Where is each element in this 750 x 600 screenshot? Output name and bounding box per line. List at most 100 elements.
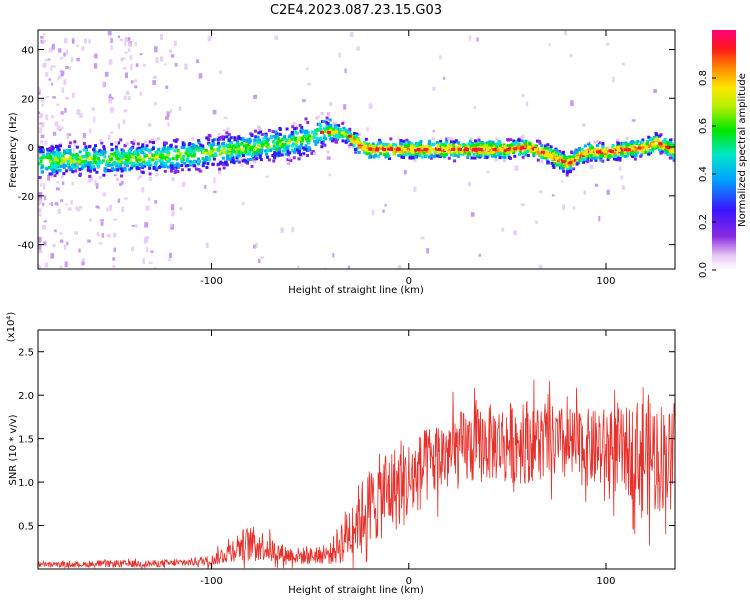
spec-cell — [129, 159, 133, 163]
spec-cell — [213, 137, 217, 141]
spec-cell — [254, 152, 258, 156]
spec-cell — [620, 151, 624, 155]
spec-cell — [471, 142, 475, 146]
spec-noise-cell — [119, 38, 123, 42]
spec-cell — [546, 160, 550, 164]
spec-cell — [559, 166, 563, 170]
spec-noise-cell — [145, 247, 149, 253]
spec-cell — [410, 142, 414, 146]
spec-peak-cell — [389, 148, 394, 151]
spec-cell — [84, 159, 88, 163]
spec-cell — [58, 151, 62, 155]
spec-cell — [654, 137, 658, 141]
snr-x-tick-label: 0 — [406, 576, 412, 587]
spec-cell — [626, 142, 630, 146]
spec-cell — [222, 144, 226, 148]
spec-cell — [315, 137, 319, 141]
spec-cell — [179, 152, 183, 156]
spec-cell — [193, 164, 197, 168]
spec-noise-cell — [307, 82, 312, 86]
spec-cell — [59, 164, 63, 168]
spec-cell — [278, 133, 282, 137]
spec-cell — [651, 147, 655, 151]
spec-cell — [229, 136, 233, 140]
spec-cell — [312, 136, 316, 140]
spec-cell — [240, 141, 244, 145]
spec-peak-cell — [492, 148, 497, 151]
spec-cell — [176, 150, 180, 154]
spec-cell — [123, 166, 127, 170]
snr-x-label: Height of straight line (km) — [288, 585, 424, 596]
spec-cell — [141, 143, 145, 147]
spec-cell — [137, 149, 141, 153]
spec-cell — [228, 148, 232, 152]
spec-peak-cell — [320, 130, 325, 134]
spec-cell — [326, 126, 330, 130]
spec-cell — [125, 154, 129, 158]
spec-cell — [109, 155, 113, 159]
spec-cell — [231, 155, 235, 159]
spec-cell — [671, 147, 675, 151]
spec-cell — [235, 159, 239, 163]
spec-cell — [171, 157, 175, 161]
spec-noise-cell — [57, 48, 62, 53]
spec-cell — [242, 154, 246, 158]
spec-cell — [202, 161, 206, 165]
spec-cell — [590, 156, 594, 160]
spec-noise-cell — [38, 213, 42, 216]
spec-cell — [345, 135, 349, 139]
spec-peak-cell — [416, 148, 421, 151]
spec-peak-cell — [347, 134, 352, 138]
spec-cell — [403, 144, 407, 148]
spec-cell — [155, 160, 159, 164]
spec-cell — [381, 145, 385, 149]
spec-cell — [52, 152, 56, 156]
spec-cell — [449, 140, 453, 144]
spec-cell — [583, 144, 587, 148]
spec-cell — [368, 155, 372, 159]
spec-cell — [353, 147, 357, 151]
spec-cell — [293, 127, 297, 131]
spec-cell — [545, 146, 549, 150]
spec-cell — [299, 136, 303, 140]
spec-noise-cell — [134, 79, 138, 83]
spec-cell — [137, 167, 141, 171]
spec-cell — [165, 155, 169, 159]
spec-cell — [507, 144, 511, 148]
spec-cell — [566, 165, 570, 169]
spec-cell — [87, 153, 91, 157]
spec-cell — [331, 141, 335, 145]
spec-cell — [386, 153, 390, 157]
spec-cell — [489, 149, 493, 153]
spec-cell — [384, 143, 388, 147]
spec-noise-cell — [74, 231, 78, 235]
spec-cell — [290, 144, 294, 148]
spec-cell — [560, 157, 564, 161]
colorbar-tick-label: 0.4 — [698, 166, 709, 182]
spec-cell — [532, 152, 536, 156]
spec-cell — [540, 144, 544, 148]
spec-cell — [155, 168, 159, 172]
colorbar-label: Normalized spectral amplitude — [737, 73, 748, 227]
spec-cell — [113, 152, 117, 156]
spec-cell — [100, 161, 104, 165]
spec-cell — [526, 147, 530, 151]
spec-cell — [418, 153, 422, 157]
spec-cell — [50, 145, 54, 149]
spec-noise-cell — [130, 80, 134, 84]
spec-noise-cell — [174, 63, 178, 67]
spec-cell — [553, 162, 557, 166]
spec-cell — [524, 153, 528, 157]
spec-cell — [110, 167, 114, 171]
spec-cell — [425, 145, 429, 149]
spec-cell — [372, 147, 376, 151]
spec-cell — [668, 135, 672, 139]
spec-peak-cell — [423, 148, 428, 151]
spec-cell — [126, 164, 130, 168]
spec-cell — [292, 156, 296, 160]
spec-cell — [632, 143, 636, 147]
spec-cell — [611, 143, 615, 147]
spec-cell — [206, 162, 210, 166]
spec-cell — [402, 152, 406, 156]
spec-cell — [488, 140, 492, 144]
